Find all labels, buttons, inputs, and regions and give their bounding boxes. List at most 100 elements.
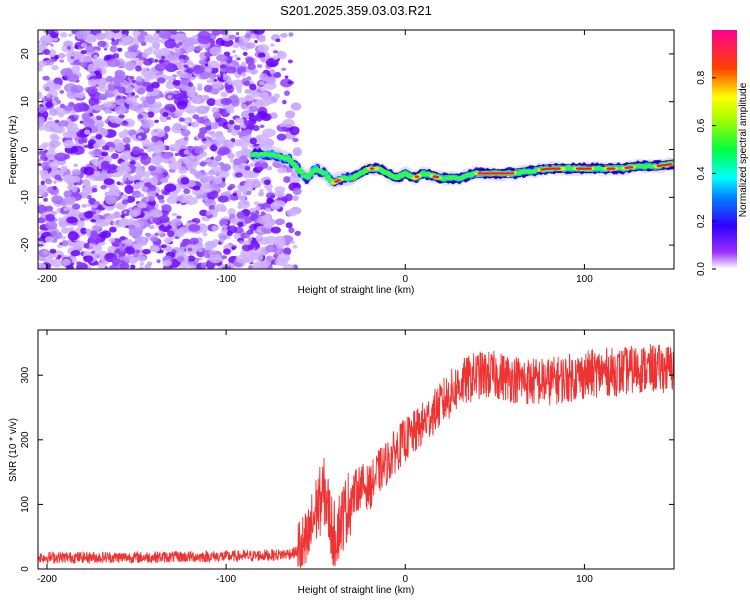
noise-speck	[56, 200, 62, 205]
noise-speck	[120, 218, 130, 227]
noise-speck	[83, 166, 95, 176]
noise-speck	[62, 174, 76, 183]
noise-speck	[259, 124, 265, 129]
noise-speck	[58, 52, 66, 59]
noise-speck	[237, 97, 247, 104]
noise-speck	[212, 111, 221, 119]
spectrogram-ylabel: Frequency (Hz)	[8, 116, 19, 185]
noise-speck	[238, 240, 243, 244]
colorbar-tick-label: 0.0	[696, 262, 707, 276]
noise-speck	[124, 239, 133, 247]
noise-speck	[263, 179, 271, 185]
noise-speck	[80, 137, 87, 143]
noise-speck	[161, 210, 169, 217]
noise-speck	[140, 67, 148, 74]
noise-speck	[81, 186, 94, 195]
noise-speck	[95, 115, 103, 121]
noise-speck	[210, 156, 215, 160]
noise-speck	[83, 144, 89, 148]
noise-speck	[218, 146, 230, 156]
noise-speck	[142, 248, 151, 255]
noise-speck	[186, 68, 194, 74]
noise-speck	[127, 45, 138, 54]
noise-speck	[83, 180, 92, 188]
noise-speck	[115, 98, 127, 106]
noise-speck	[287, 80, 292, 85]
colorbar-tick-label: 0.8	[696, 70, 707, 84]
noise-speck	[119, 236, 126, 241]
noise-speck	[146, 146, 153, 153]
noise-speck	[59, 242, 63, 246]
noise-speck	[158, 223, 172, 233]
noise-speck	[52, 83, 61, 91]
noise-speck	[141, 119, 151, 129]
noise-speck	[38, 262, 47, 269]
noise-speck	[85, 228, 92, 233]
noise-speck	[125, 61, 135, 71]
spectrogram-xlabel: Height of straight line (km)	[298, 285, 415, 296]
noise-speck	[277, 167, 288, 174]
noise-speck	[93, 201, 100, 205]
noise-speck	[228, 34, 237, 40]
noise-speck	[262, 128, 276, 138]
ridge-red	[414, 175, 420, 178]
noise-speck	[52, 185, 57, 190]
noise-speck	[70, 185, 78, 193]
noise-speck	[252, 125, 260, 132]
noise-speck	[108, 163, 118, 171]
noise-speck	[128, 51, 137, 60]
noise-speck	[227, 208, 236, 216]
noise-speck	[274, 190, 285, 198]
noise-speck	[249, 207, 257, 213]
noise-speck	[197, 131, 205, 139]
noise-speck	[277, 50, 284, 57]
noise-speck	[290, 240, 295, 245]
noise-speck	[174, 49, 181, 55]
noise-speck	[45, 101, 53, 108]
noise-speck	[219, 237, 225, 243]
noise-speck	[241, 244, 252, 252]
noise-speck	[125, 254, 132, 260]
noise-speck	[168, 160, 182, 170]
noise-speck	[59, 90, 65, 94]
noise-speck	[62, 131, 72, 139]
noise-speck	[182, 109, 186, 113]
noise-speck	[195, 105, 209, 115]
noise-speck	[75, 30, 88, 40]
noise-speck	[262, 260, 272, 267]
noise-speck	[284, 75, 289, 79]
noise-speck	[38, 158, 42, 163]
noise-speck	[160, 177, 169, 184]
noise-speck	[100, 184, 107, 190]
noise-speck	[135, 65, 142, 72]
noise-speck	[113, 81, 121, 87]
noise-speck	[101, 230, 112, 239]
noise-speck	[227, 140, 233, 146]
noise-speck	[260, 215, 271, 223]
noise-speck	[246, 134, 252, 139]
noise-speck	[145, 232, 151, 237]
noise-speck	[244, 94, 255, 102]
noise-speck	[124, 184, 134, 194]
noise-speck	[192, 185, 201, 191]
noise-speck	[38, 204, 48, 215]
noise-speck	[169, 106, 177, 113]
noise-speck	[135, 181, 145, 189]
noise-speck	[131, 146, 141, 155]
noise-speck	[109, 185, 119, 192]
noise-speck	[149, 37, 161, 45]
noise-speck	[128, 218, 134, 223]
noise-speck	[108, 237, 116, 243]
noise-speck	[105, 215, 115, 222]
snr-xtick-label: -200	[37, 574, 57, 585]
noise-speck	[53, 125, 66, 134]
noise-speck	[81, 43, 88, 48]
noise-speck	[151, 81, 160, 89]
snr-xtick-label: 100	[576, 574, 593, 585]
noise-speck	[244, 165, 251, 171]
noise-speck	[229, 213, 236, 219]
noise-speck	[178, 263, 186, 269]
noise-speck	[95, 133, 103, 140]
noise-speck	[211, 225, 219, 232]
noise-speck	[280, 32, 288, 38]
